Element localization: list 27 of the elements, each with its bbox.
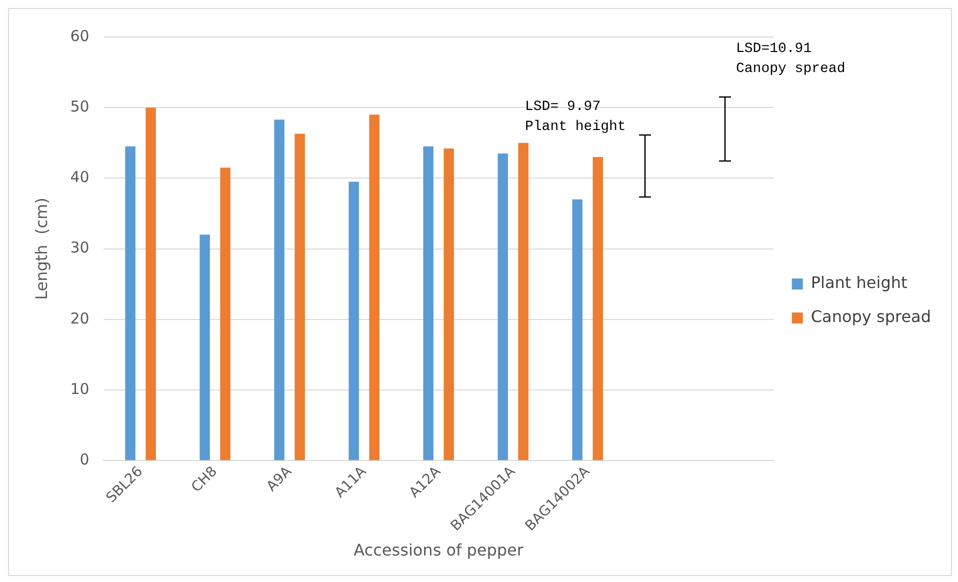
bar [146,108,156,460]
y-tick-label: 50 [70,97,90,116]
bar [592,157,603,460]
annotation: LSD=10.91 Canopy spread [736,40,846,79]
bar [423,146,434,460]
bar [348,182,359,460]
bar [220,168,230,460]
y-axis-title: Length (cm) [32,198,51,300]
y-tick-label: 20 [70,309,90,328]
legend-label: Canopy spread [810,307,931,326]
bar [200,234,210,460]
y-tick-label: 0 [80,450,90,468]
bar [274,120,284,460]
bar [125,146,136,460]
y-tick-label: 10 [70,380,90,398]
bar [294,134,305,460]
y-tick-label: 40 [70,168,90,186]
bar [369,114,380,460]
x-axis-title: Accessions of pepper [354,540,524,560]
bar [518,142,528,460]
y-tick-label: 30 [70,238,90,257]
bar [444,148,454,460]
legend-label: Plant height [810,273,908,292]
y-tick-label: 60 [70,26,90,45]
annotation: LSD= 9.97 Plant height [525,98,626,137]
bar [572,199,582,460]
bar [498,153,508,460]
